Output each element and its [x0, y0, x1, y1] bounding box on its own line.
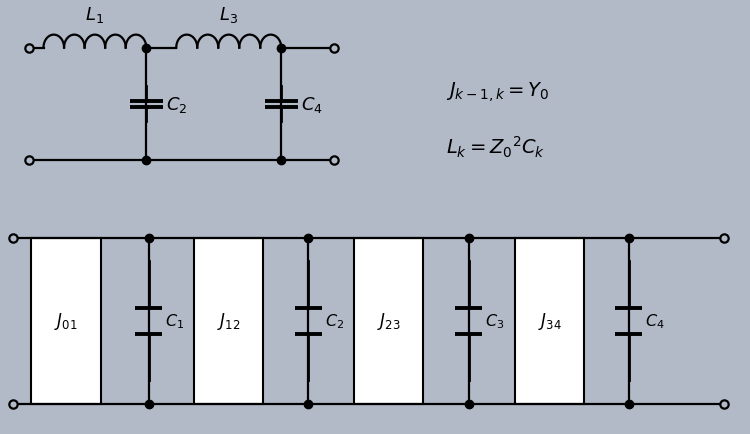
Text: $J_{23}$: $J_{23}$ [376, 310, 400, 332]
Text: $C_2$: $C_2$ [325, 312, 344, 330]
Text: $J_{34}$: $J_{34}$ [538, 310, 562, 332]
Bar [515, 238, 584, 404]
Text: $L_1$: $L_1$ [86, 5, 104, 25]
Text: $J_{k-1,k} = Y_0$: $J_{k-1,k} = Y_0$ [446, 79, 550, 103]
Text: $C_1$: $C_1$ [165, 312, 184, 330]
Text: $C_3$: $C_3$ [485, 312, 505, 330]
Text: $J_{12}$: $J_{12}$ [217, 310, 241, 332]
Bar [354, 238, 423, 404]
Text: $C_4$: $C_4$ [645, 312, 664, 330]
Text: $C_4$: $C_4$ [301, 95, 322, 115]
Text: $C_2$: $C_2$ [166, 95, 187, 115]
Text: $L_3$: $L_3$ [219, 5, 239, 25]
Bar [32, 238, 100, 404]
Text: $L_k = Z_0{}^2C_k$: $L_k = Z_0{}^2C_k$ [446, 135, 545, 160]
Bar [194, 238, 263, 404]
Text: $J_{01}$: $J_{01}$ [54, 310, 78, 332]
